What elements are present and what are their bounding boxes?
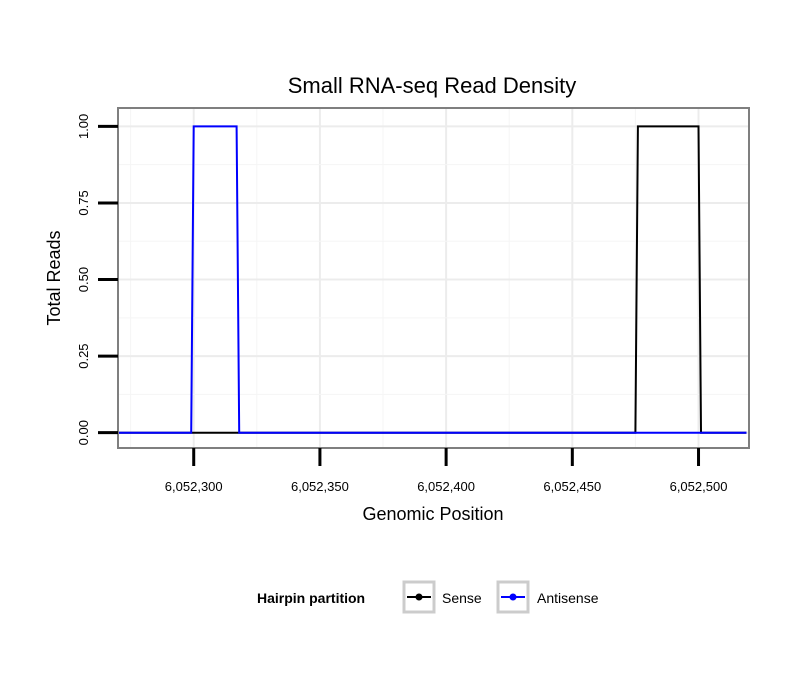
y-tick-label: 0.75 bbox=[76, 190, 91, 215]
x-tick-label: 6,052,500 bbox=[670, 479, 728, 494]
y-tick-label: 0.00 bbox=[76, 420, 91, 445]
x-tick-label: 6,052,300 bbox=[165, 479, 223, 494]
legend-key-point bbox=[509, 593, 517, 601]
grid bbox=[118, 108, 749, 448]
x-tick-label: 6,052,450 bbox=[543, 479, 601, 494]
x-axis-title: Genomic Position bbox=[362, 504, 503, 524]
series-line-antisense bbox=[113, 125, 747, 434]
x-tick-label: 6,052,350 bbox=[291, 479, 349, 494]
y-tick-label: 1.00 bbox=[76, 114, 91, 139]
legend-title: Hairpin partition bbox=[257, 590, 365, 606]
axes: 6,052,300 6,052,350 6,052,400 6,052,450 6,05… bbox=[76, 114, 727, 494]
plot-panel-border bbox=[117, 107, 750, 449]
legend-key-point bbox=[415, 593, 423, 601]
series-layer bbox=[113, 125, 747, 434]
y-axis-title: Total Reads bbox=[44, 230, 64, 325]
y-tick-label: 0.50 bbox=[76, 267, 91, 292]
legend-label-sense: Sense bbox=[442, 590, 482, 606]
x-tick-label: 6,052,400 bbox=[417, 479, 475, 494]
legend-label-antisense: Antisense bbox=[537, 590, 599, 606]
chart-title: Small RNA-seq Read Density bbox=[288, 73, 577, 98]
y-tick-label: 0.25 bbox=[76, 343, 91, 368]
legend: Hairpin partition Sense Antisense bbox=[257, 580, 599, 614]
